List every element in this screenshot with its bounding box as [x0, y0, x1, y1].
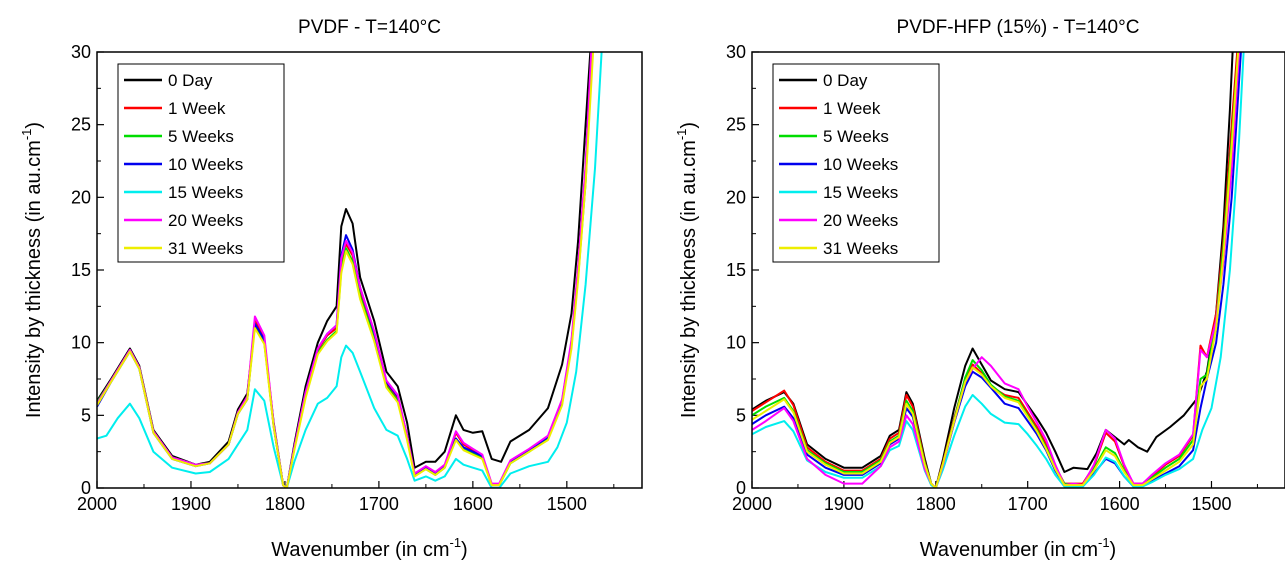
x-axis-label: Wavenumber (in cm-1) [271, 535, 467, 561]
series-line-6 [97, 52, 595, 488]
series-line-1 [752, 52, 1239, 488]
y-axis-label: Intensity by thickness (in au.cm-1) [19, 122, 45, 418]
x-tick-label: 1700 [1008, 494, 1048, 514]
legend-label: 15 Weeks [168, 183, 243, 202]
series-line-0 [752, 52, 1234, 488]
legend-label: 20 Weeks [823, 211, 898, 230]
x-tick-label: 1500 [1191, 494, 1231, 514]
axis-ticks: 2000 1900 1800 1700 1600 1500 0 5 10 15 20 25 30 [726, 42, 1258, 514]
ylabel-group: Intensity by thickness (in au.cm-1) [674, 122, 700, 418]
series-line-4 [752, 52, 1245, 488]
y-tick-label: 5 [81, 405, 91, 425]
y-tick-label: 0 [736, 478, 746, 498]
y-tick-label: 5 [736, 405, 746, 425]
x-tick-label: 1800 [916, 494, 956, 514]
y-axis-label: Intensity by thickness (in au.cm-1) [674, 122, 700, 418]
x-tick-label: 1900 [171, 494, 211, 514]
legend-label: 31 Weeks [823, 239, 898, 258]
x-tick-label: 1800 [265, 494, 305, 514]
x-tick-label: 2000 [77, 494, 117, 514]
legend-label: 31 Weeks [168, 239, 243, 258]
legend-label: 20 Weeks [168, 211, 243, 230]
series-line-5 [752, 52, 1241, 488]
legend-label: 5 Weeks [823, 127, 889, 146]
y-tick-label: 10 [71, 333, 91, 353]
x-tick-label: 2000 [732, 494, 772, 514]
x-tick-label: 1700 [359, 494, 399, 514]
y-tick-label: 30 [71, 42, 91, 62]
y-tick-label: 20 [726, 187, 746, 207]
plot-frame [96, 51, 643, 489]
chart-title: PVDF-HFP (15%) - T=140°C [897, 17, 1140, 38]
y-tick-label: 20 [71, 187, 91, 207]
series-lines [752, 52, 1245, 488]
series-line-0 [97, 52, 592, 488]
y-tick-label: 15 [71, 260, 91, 280]
legend-label: 0 Day [823, 71, 868, 90]
chart-title: PVDF - T=140°C [298, 17, 441, 38]
legend: 0 Day 1 Week 5 Weeks 10 Weeks 15 Weeks 20 Wee… [772, 63, 940, 263]
plot-frame [751, 51, 1285, 489]
y-tick-label: 30 [726, 42, 746, 62]
x-tick-label: 1500 [547, 494, 587, 514]
ylabel-group: Intensity by thickness (in au.cm-1) [19, 122, 45, 418]
y-tick-label: 10 [726, 333, 746, 353]
chart-panel-pvdf: PVDF - T=140°C Intensity by thickness (i… [19, 17, 643, 561]
series-line-2 [752, 52, 1240, 488]
chart-panel-pvdf-hfp: PVDF-HFP (15%) - T=140°C Intensity by th… [674, 17, 1285, 561]
x-tick-label: 1900 [824, 494, 864, 514]
legend-label: 5 Weeks [168, 127, 234, 146]
x-tick-label: 1600 [453, 494, 493, 514]
series-lines [97, 52, 603, 488]
x-axis-label: Wavenumber (in cm-1) [920, 535, 1116, 561]
y-tick-label: 15 [726, 260, 746, 280]
legend: 0 Day 1 Week 5 Weeks 10 Weeks 15 Weeks 20 Wee… [117, 63, 285, 263]
series-line-3 [752, 52, 1242, 488]
x-tick-label: 1600 [1100, 494, 1140, 514]
series-line-4 [97, 52, 603, 488]
legend-label: 15 Weeks [823, 183, 898, 202]
y-tick-label: 0 [81, 478, 91, 498]
series-line-6 [752, 52, 1240, 488]
legend-label: 1 Week [823, 99, 881, 118]
y-tick-label: 25 [726, 115, 746, 135]
legend-label: 1 Week [168, 99, 226, 118]
y-tick-label: 25 [71, 115, 91, 135]
legend-label: 10 Weeks [168, 155, 243, 174]
legend-label: 10 Weeks [823, 155, 898, 174]
legend-label: 0 Day [168, 71, 213, 90]
